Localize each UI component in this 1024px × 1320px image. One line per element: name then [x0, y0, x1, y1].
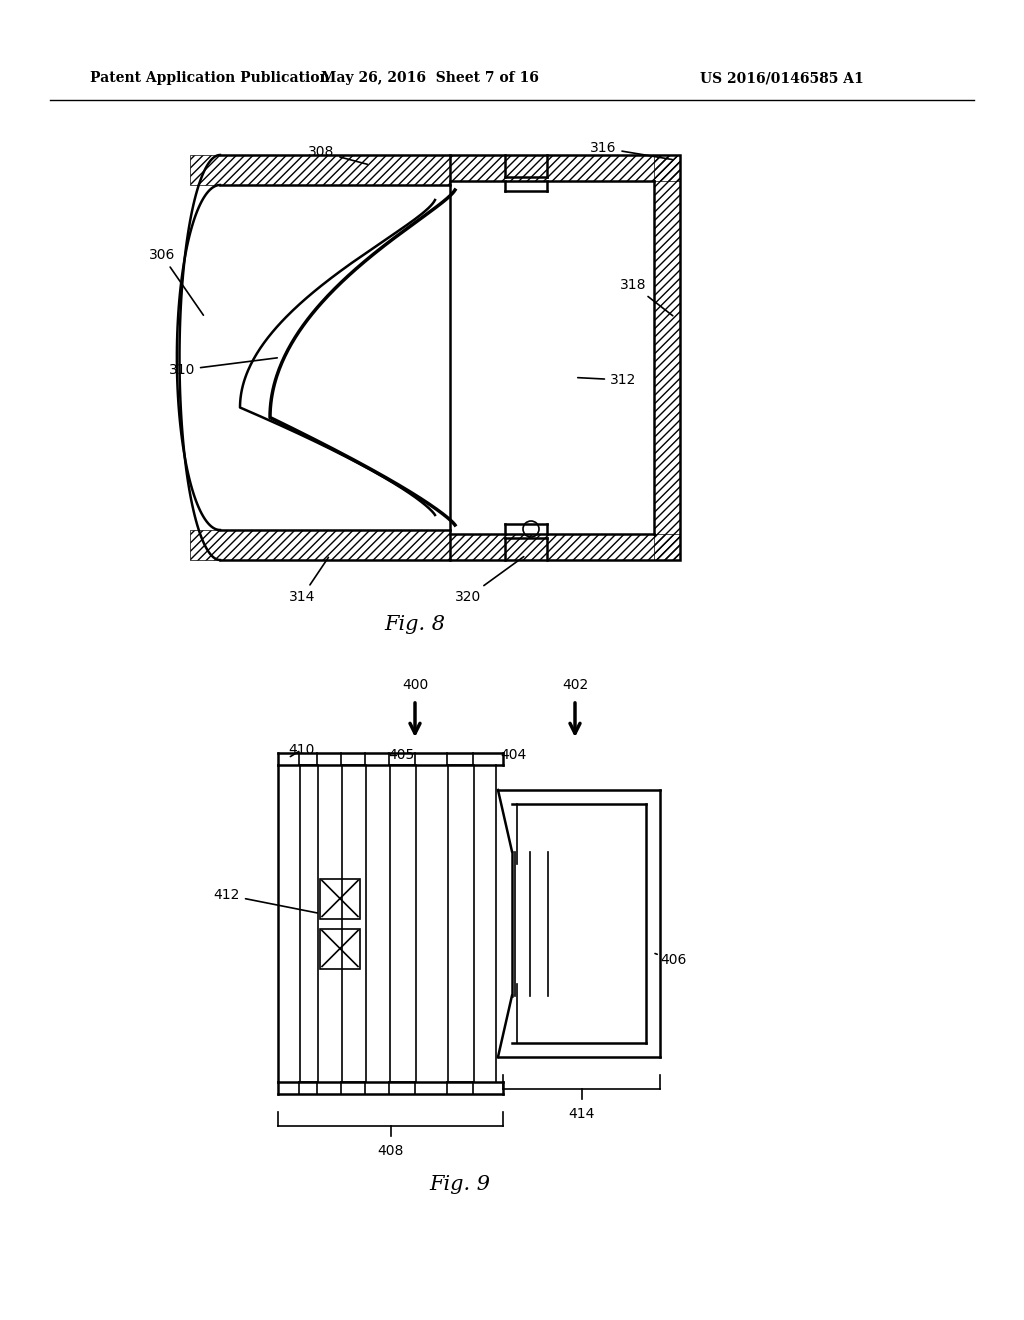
Text: 412: 412: [214, 888, 317, 913]
Text: 308: 308: [308, 145, 368, 164]
Text: 406: 406: [655, 953, 686, 968]
Text: 410: 410: [288, 743, 314, 756]
Text: Fig. 8: Fig. 8: [384, 615, 445, 635]
Text: Patent Application Publication: Patent Application Publication: [90, 71, 330, 84]
Text: 316: 316: [590, 141, 673, 160]
Text: 306: 306: [148, 248, 204, 315]
Text: 400: 400: [401, 678, 428, 692]
Text: 312: 312: [578, 374, 636, 387]
Text: 408: 408: [377, 1144, 403, 1158]
Text: 318: 318: [620, 279, 673, 315]
Bar: [450, 535, 680, 560]
Bar: [654, 154, 680, 560]
Text: 310: 310: [169, 358, 278, 378]
Bar: [190, 531, 450, 560]
Text: 402: 402: [562, 678, 588, 692]
Text: 314: 314: [289, 557, 329, 605]
Text: 404: 404: [500, 748, 526, 762]
Bar: [450, 154, 680, 560]
Bar: [190, 154, 450, 185]
Bar: [319, 879, 360, 919]
Text: 414: 414: [568, 1107, 595, 1121]
Text: Fig. 9: Fig. 9: [429, 1176, 490, 1195]
Bar: [450, 154, 680, 181]
Text: US 2016/0146585 A1: US 2016/0146585 A1: [700, 71, 864, 84]
Bar: [319, 928, 360, 969]
Text: May 26, 2016  Sheet 7 of 16: May 26, 2016 Sheet 7 of 16: [322, 71, 539, 84]
Text: 320: 320: [455, 557, 523, 605]
Text: 405: 405: [389, 748, 415, 762]
